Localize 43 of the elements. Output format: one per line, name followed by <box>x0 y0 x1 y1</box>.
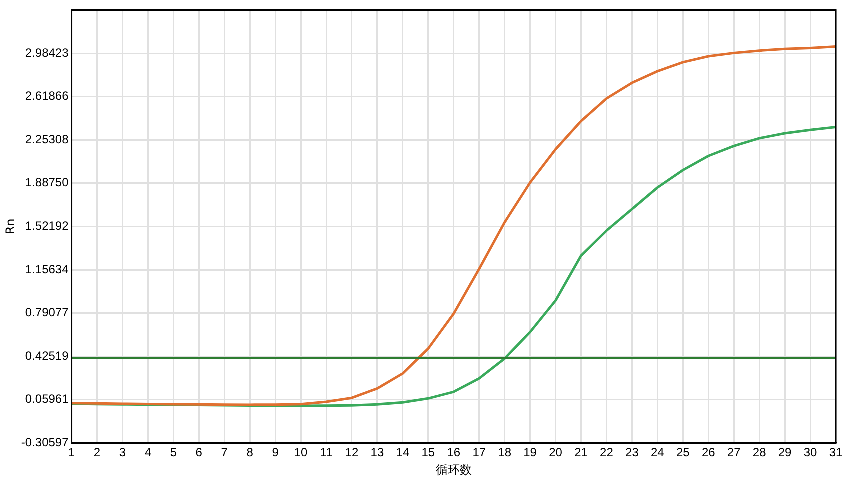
x-tick-label: 16 <box>447 446 461 460</box>
x-tick-label: 23 <box>626 446 640 460</box>
x-tick-label: 29 <box>778 446 792 460</box>
x-axis-title: 循环数 <box>436 462 472 477</box>
x-tick-label: 30 <box>804 446 818 460</box>
x-tick-label: 13 <box>370 446 384 460</box>
x-tick-label: 3 <box>119 446 126 460</box>
x-tick-label: 17 <box>472 446 486 460</box>
y-tick-label: 1.15634 <box>25 262 70 276</box>
y-tick-label: 0.42519 <box>25 348 70 363</box>
x-tick-label: 27 <box>727 446 742 460</box>
y-tick-label: 0.05961 <box>25 392 70 406</box>
y-tick-label: 0.79077 <box>25 306 70 320</box>
x-tick-label: 21 <box>574 446 588 460</box>
y-axis-title: Rn <box>3 218 18 235</box>
x-tick-label: 22 <box>600 446 614 460</box>
x-tick-label: 6 <box>196 446 203 460</box>
y-tick-label: -0.30597 <box>21 436 70 450</box>
x-tick-label: 2 <box>94 446 101 460</box>
x-tick-label: 1 <box>68 446 76 460</box>
x-tick-label: 25 <box>676 446 690 460</box>
x-tick-label: 11 <box>320 446 334 460</box>
x-tick-label: 18 <box>498 446 512 460</box>
x-tick-label: 4 <box>144 446 152 460</box>
x-tick-label: 14 <box>396 446 410 460</box>
y-tick-label: 2.98423 <box>25 46 70 60</box>
y-tick-label: 1.52192 <box>25 219 70 234</box>
x-tick-label: 9 <box>272 446 280 460</box>
x-tick-label: 26 <box>702 446 716 460</box>
x-tick-label: 10 <box>294 446 308 460</box>
x-tick-label: 19 <box>524 446 538 460</box>
x-tick-label: 5 <box>170 446 178 460</box>
y-tick-label: 2.61866 <box>25 89 70 104</box>
y-tick-label: 1.88750 <box>25 176 70 190</box>
x-tick-label: 15 <box>422 446 436 460</box>
x-tick-label: 28 <box>752 446 767 460</box>
x-tick-label: 7 <box>221 446 228 460</box>
y-tick-label: 2.25308 <box>25 132 70 146</box>
x-tick-label: 8 <box>246 446 254 460</box>
x-tick-label: 12 <box>345 446 359 460</box>
x-tick-label: 20 <box>549 446 563 460</box>
x-tick-label: 24 <box>651 446 665 460</box>
x-tick-label: 31 <box>829 446 843 460</box>
